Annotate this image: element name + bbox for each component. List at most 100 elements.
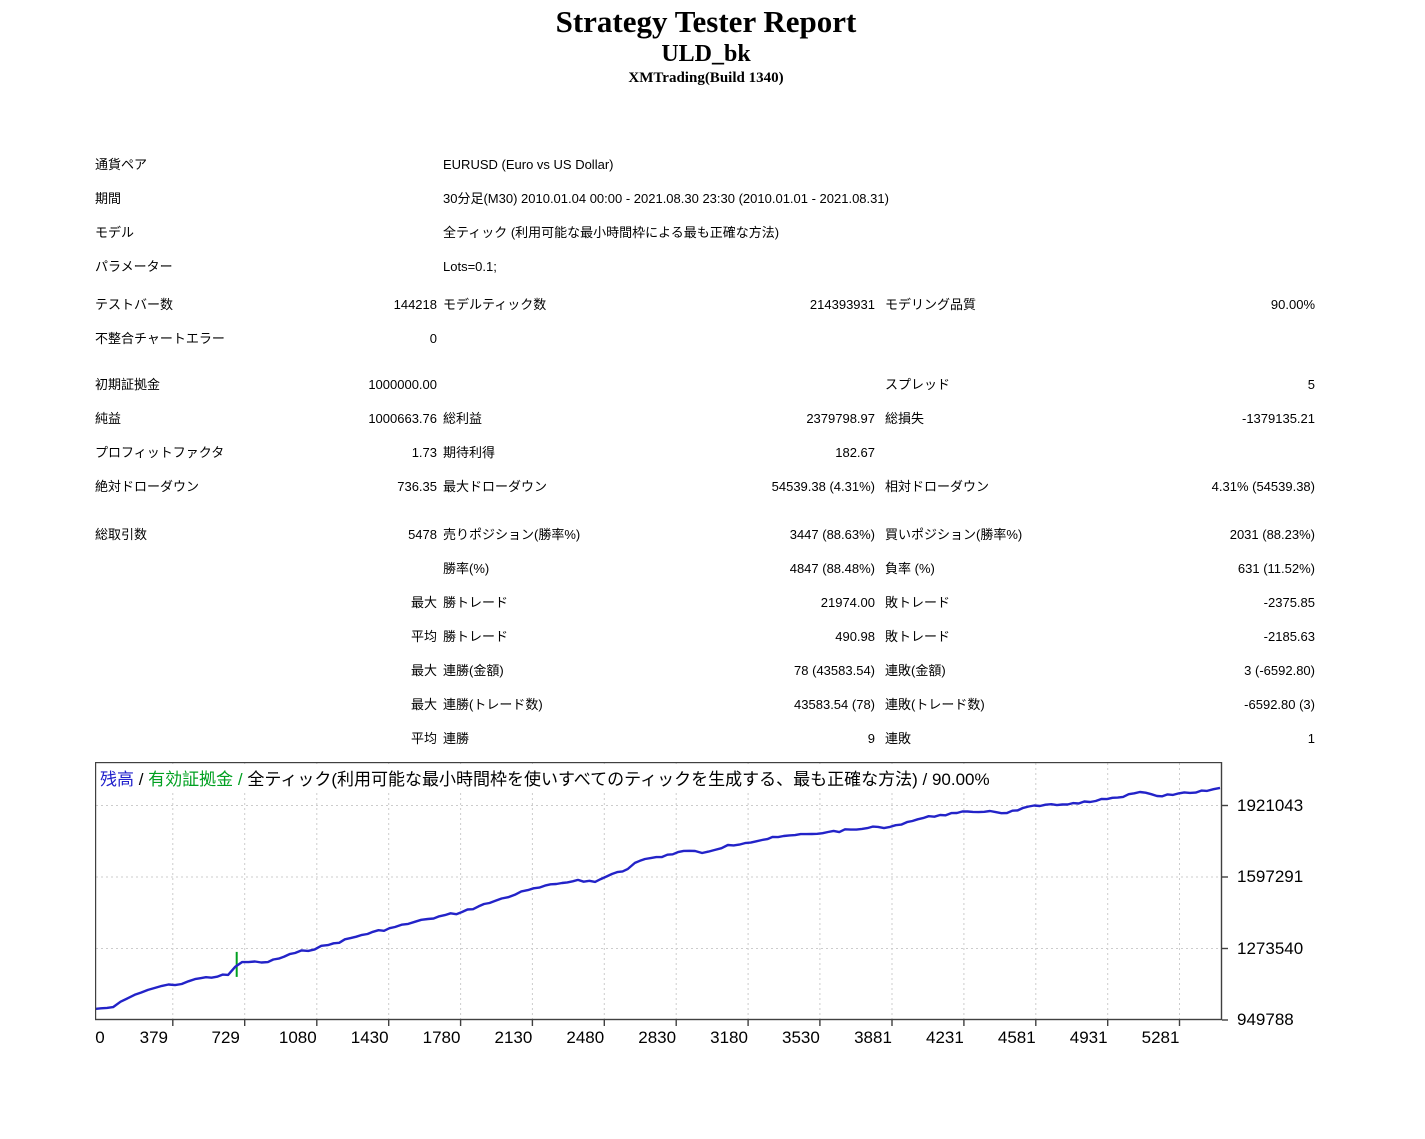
stat-label: 連敗(トレード数) [885, 697, 985, 712]
stat-value: 1 [1307, 731, 1315, 746]
x-axis-tick-label: 4931 [1069, 1028, 1108, 1047]
x-axis-tick-label: 729 [211, 1028, 240, 1047]
stat-label: 総取引数 [95, 527, 148, 542]
x-axis-tick-label: 379 [139, 1028, 169, 1047]
x-axis-tick-label: 3180 [710, 1028, 748, 1047]
stat-label: プロフィットファクタ [95, 445, 225, 460]
setting-label: 期間 [95, 191, 122, 206]
stat-label: 勝トレード [443, 629, 509, 644]
stat-label: 連勝(金額) [443, 663, 504, 678]
stat-value: -1379135.21 [1241, 411, 1315, 426]
stat-label: 相対ドローダウン [885, 479, 990, 494]
x-axis-tick-label: 0 [95, 1028, 105, 1047]
stat-value: 5 [1307, 377, 1315, 392]
stat-value: -6592.80 (3) [1244, 697, 1315, 712]
stat-value: 1000000.00 [368, 377, 437, 392]
stat-value: 4.31% (54539.38) [1211, 479, 1315, 494]
x-axis-tick-label: 3530 [782, 1028, 820, 1047]
stat-value: 最大 [410, 663, 437, 678]
legend-separator: / [233, 770, 248, 789]
stat-label: 連勝(トレード数) [443, 697, 543, 712]
legend-model-description: 全ティック(利用可能な最小時間枠を使いすべてのティックを生成する、最も正確な方法… [247, 770, 918, 789]
x-axis-tick-label: 1780 [422, 1028, 461, 1047]
stat-value: 2379798.97 [806, 411, 875, 426]
y-axis-tick-label: 1921043 [1237, 795, 1304, 815]
stat-label: 敗トレード [885, 629, 951, 644]
stat-label: 期待利得 [443, 445, 496, 460]
chart-legend: 残高 / 有効証拠金 / 全ティック(利用可能な最小時間枠を使いすべてのティック… [97, 764, 995, 791]
stat-value: 3 (-6592.80) [1244, 663, 1315, 678]
stat-value: 214393931 [809, 297, 875, 312]
legend-separator: / [134, 770, 149, 789]
stat-value: 490.98 [835, 629, 875, 644]
stat-value: 1.73 [411, 445, 437, 460]
stat-label: スプレッド [885, 377, 951, 392]
stat-value: 最大 [410, 697, 437, 712]
stat-label: 売りポジション(勝率%) [443, 527, 581, 542]
setting-label: パラメーター [95, 259, 173, 274]
stat-label: 初期証拠金 [95, 377, 161, 392]
stat-value: 90.00% [1270, 297, 1315, 312]
legend-quality: 90.00% [931, 770, 990, 789]
report-header: Strategy Tester Report ULD_bk XMTrading(… [0, 0, 1412, 87]
stat-label: 負率 (%) [885, 561, 935, 576]
stat-label: 買いポジション(勝率%) [885, 527, 1023, 542]
stat-value: 平均 [410, 629, 437, 644]
x-axis-tick-label: 4231 [925, 1028, 964, 1047]
broker-build: XMTrading(Build 1340) [628, 70, 784, 86]
x-axis-tick-label: 5281 [1141, 1028, 1180, 1047]
stat-value: 平均 [410, 731, 437, 746]
balance-chart: 残高 / 有効証拠金 / 全ティック(利用可能な最小時間枠を使いすべてのティック… [95, 762, 1228, 1026]
stat-value: 21974.00 [820, 595, 875, 610]
stat-label: テストバー数 [95, 297, 174, 312]
stat-label: 勝トレード [443, 595, 509, 610]
stat-value: 1000663.76 [368, 411, 437, 426]
stat-value: 4847 (88.48%) [789, 561, 875, 576]
stat-value: 78 (43583.54) [794, 663, 875, 678]
x-axis-tick-label: 2130 [494, 1028, 533, 1047]
stat-label: 連敗 [885, 731, 912, 746]
stat-value: 最大 [410, 595, 437, 610]
stat-label: 連敗(金額) [885, 663, 946, 678]
legend-separator: / [917, 770, 932, 789]
stat-label: 連勝 [443, 731, 470, 746]
stat-label: モデルティック数 [443, 297, 547, 312]
stat-value: 54539.38 (4.31%) [771, 479, 875, 494]
stat-label: 総損失 [885, 411, 925, 426]
stat-label: 勝率(%) [443, 561, 490, 576]
setting-label: モデル [95, 225, 135, 240]
stat-value: 2031 (88.23%) [1229, 527, 1315, 542]
stat-label: 総利益 [443, 411, 483, 426]
ea-name: ULD_bk [661, 41, 751, 67]
stat-value: 9 [867, 731, 875, 746]
balance-chart-canvas [95, 762, 1228, 1026]
x-axis-tick-label: 2830 [638, 1028, 677, 1047]
stat-value: 182.67 [835, 445, 875, 460]
stat-value: 5478 [408, 527, 437, 542]
setting-label: 通貨ペア [95, 157, 148, 172]
stat-value: 736.35 [397, 479, 437, 494]
stat-value: 3447 (88.63%) [789, 527, 875, 542]
x-axis-tick-label: 4581 [997, 1028, 1036, 1047]
y-axis-tick-label: 1597291 [1237, 867, 1304, 886]
y-axis-tick-label: 1273540 [1237, 938, 1304, 958]
setting-value: EURUSD (Euro vs US Dollar) [443, 157, 614, 172]
x-axis-tick-label: 2480 [566, 1028, 605, 1047]
stat-label: 最大ドローダウン [443, 479, 548, 494]
setting-value: 全ティック (利用可能な最小時間枠による最も正確な方法) [443, 225, 780, 240]
stat-value: 631 (11.52%) [1237, 561, 1315, 576]
x-axis-tick-label: 1080 [278, 1028, 317, 1047]
legend-balance-label: 残高 [100, 770, 134, 789]
stat-value: -2185.63 [1263, 629, 1315, 644]
stat-value: 43583.54 (78) [794, 697, 875, 712]
legend-equity-label: 有効証拠金 [148, 770, 234, 789]
page-title: Strategy Tester Report [555, 4, 857, 39]
stat-label: 不整合チャートエラー [95, 331, 225, 346]
stat-label: 敗トレード [885, 595, 951, 610]
stat-value: 0 [429, 331, 437, 346]
setting-value: 30分足(M30) 2010.01.04 00:00 - 2021.08.30 … [443, 191, 889, 206]
x-axis-tick-label: 1430 [350, 1028, 389, 1047]
setting-value: Lots=0.1; [443, 259, 497, 274]
x-axis-tick-label: 3881 [854, 1028, 892, 1047]
